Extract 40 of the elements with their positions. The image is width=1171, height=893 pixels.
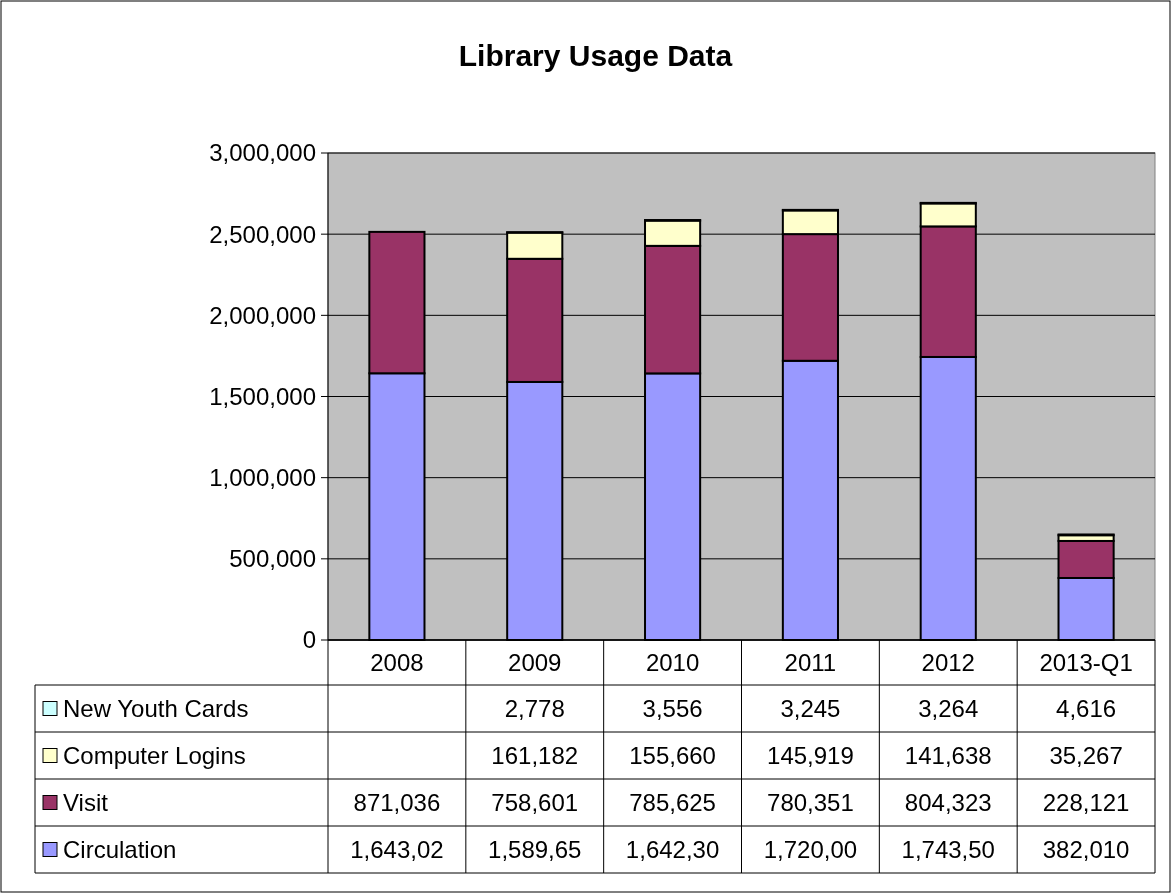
y-tick-label: 2,500,000 [209, 220, 316, 248]
data-label: 228,121 [1042, 788, 1130, 816]
data-label: 35,267 [1049, 741, 1123, 769]
x-tick-label: 2009 [508, 648, 562, 676]
y-tick-label: 500,000 [229, 545, 316, 573]
data-label: 1,720,00 [763, 835, 858, 863]
data-label: 804,323 [904, 788, 992, 816]
data-label: 871,036 [353, 788, 441, 816]
data-label: 141,638 [904, 741, 992, 769]
data-label: 3,556 [642, 694, 703, 722]
data-label: 145,919 [767, 741, 854, 769]
x-tick-label: 2008 [370, 648, 424, 676]
legend-label: Visit [63, 788, 109, 816]
x-tick-label: 2011 [784, 648, 837, 676]
y-tick-label: 1,500,000 [209, 382, 316, 410]
y-tick-label: 1,000,000 [209, 464, 316, 492]
data-label: 2,778 [504, 694, 565, 722]
y-tick-label: 3,000,000 [209, 139, 316, 167]
data-label: 155,660 [629, 741, 716, 769]
data-label: 1,643,02 [350, 835, 444, 863]
chart-title: Library Usage Data [458, 39, 733, 72]
data-label: 1,743,50 [901, 835, 995, 863]
legend-label: Computer Logins [63, 741, 246, 769]
data-label: 4,616 [1056, 694, 1117, 722]
y-tick-label: 0 [302, 626, 316, 654]
data-label: 161,182 [491, 741, 579, 769]
data-label: 758,601 [491, 788, 579, 816]
data-label: 1,642,30 [625, 835, 720, 863]
x-tick-label: 2010 [645, 648, 700, 676]
data-label: 780,351 [767, 788, 854, 816]
x-tick-label: 2012 [921, 648, 975, 676]
data-label: 3,264 [918, 694, 979, 722]
data-label: 382,010 [1042, 835, 1130, 863]
data-label: 3,245 [780, 694, 841, 722]
data-label: 785,625 [629, 788, 716, 816]
data-label: 1,589,65 [488, 835, 582, 863]
y-tick-label: 2,000,000 [209, 301, 316, 329]
legend-label: New Youth Cards [63, 694, 249, 722]
legend-label: Circulation [63, 835, 177, 863]
x-tick-label: 2013-Q1 [1039, 648, 1133, 676]
